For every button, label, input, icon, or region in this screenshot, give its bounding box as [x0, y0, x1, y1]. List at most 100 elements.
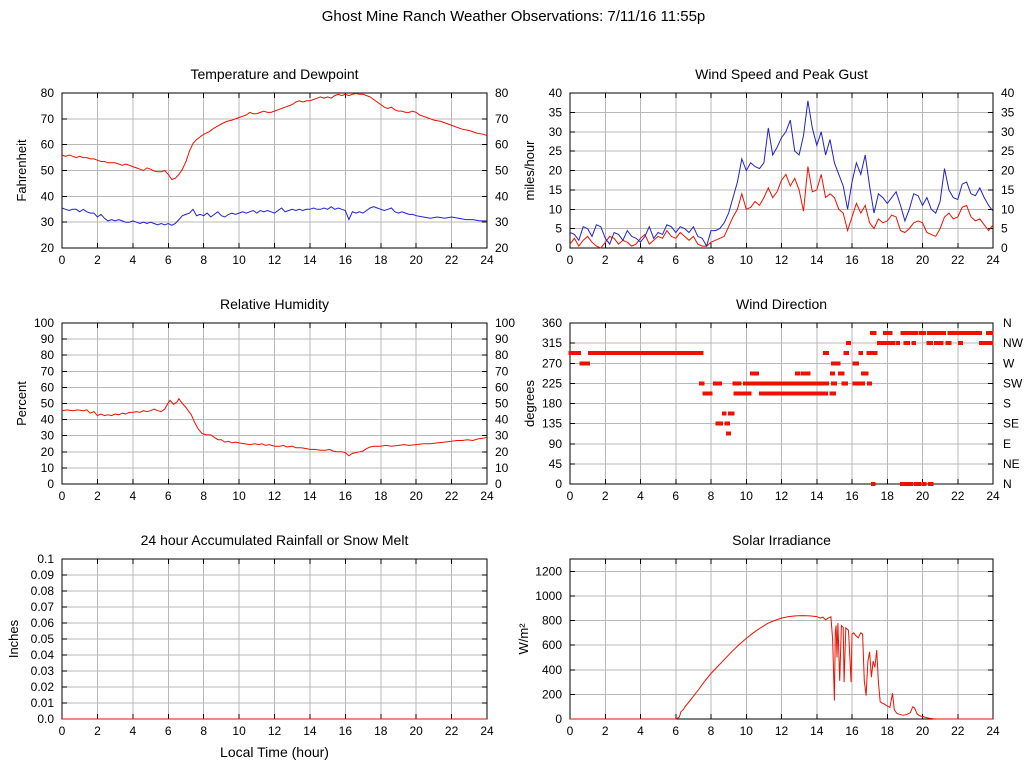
x-tick-label: 22: [951, 489, 965, 503]
scatter-mark: [870, 351, 878, 356]
x-tick-label: 20: [409, 489, 423, 503]
compass-label: S: [1003, 397, 1011, 411]
y-tick-label-right: 80: [495, 348, 509, 362]
compass-label: E: [1003, 437, 1011, 451]
y-tick-label-right: 35: [1001, 105, 1015, 119]
series-temperature-line: [61, 92, 488, 181]
y-tick-label-right: 40: [495, 189, 509, 203]
y-axis-label: miles/hour: [522, 140, 537, 201]
y-tick-label: 100: [34, 316, 54, 330]
y-tick-label: 0.04: [31, 648, 55, 662]
scatter-mark: [568, 351, 582, 356]
y-axis-label: Fahrenheit: [14, 139, 29, 202]
scatter-mark: [830, 371, 835, 376]
scatter-mark: [742, 391, 752, 396]
x-tick-label: 12: [268, 253, 282, 267]
x-tick-label: 24: [986, 253, 1000, 267]
x-tick-label: 4: [637, 724, 644, 738]
x-tick-label: 6: [165, 489, 172, 503]
x-tick-label: 8: [200, 253, 207, 267]
x-tick-label: 2: [602, 489, 609, 503]
scatter-mark: [724, 421, 731, 426]
x-tick-label: 24: [480, 724, 494, 738]
y-tick-label: 360: [542, 316, 562, 330]
scatter-mark: [986, 331, 994, 336]
scatter-mark: [906, 482, 914, 486]
y-tick-label: 50: [41, 397, 55, 411]
x-tick-label: 12: [268, 724, 282, 738]
y-axis-label: Percent: [14, 381, 29, 426]
page-title: Ghost Mine Ranch Weather Observations: 7…: [321, 8, 706, 25]
x-tick-label: 18: [881, 489, 895, 503]
x-tick-label: 12: [775, 489, 789, 503]
y-axis-label: W/m²: [516, 623, 531, 655]
y-tick-label: 0.05: [31, 632, 55, 646]
x-tick-label: 8: [708, 253, 715, 267]
chart-title: Wind Speed and Peak Gust: [695, 66, 868, 82]
scatter-mark: [870, 482, 876, 486]
scatter-mark: [750, 371, 755, 376]
scatter-mark: [765, 391, 785, 396]
x-tick-label: 22: [445, 724, 459, 738]
y-tick-label-right: 50: [495, 397, 509, 411]
y-tick-label: 35: [549, 105, 563, 119]
scatter-mark: [852, 361, 859, 366]
y-tick-label: 0.01: [31, 696, 55, 710]
x-tick-label: 16: [845, 724, 859, 738]
y-tick-label: 270: [542, 356, 562, 370]
y-tick-label-right: 20: [1001, 164, 1015, 178]
y-tick-label-right: 20: [495, 445, 509, 459]
scatter-mark: [829, 391, 836, 396]
scatter-mark: [841, 381, 849, 386]
y-tick-label-right: 80: [495, 86, 509, 100]
scatter-mark: [861, 371, 869, 376]
x-tick-label: 12: [268, 489, 282, 503]
y-tick-label: 1000: [535, 589, 562, 603]
compass-label: W: [1003, 356, 1015, 370]
x-tick-label: 16: [845, 253, 859, 267]
x-tick-label: 22: [951, 253, 965, 267]
x-tick-label: 10: [232, 489, 246, 503]
y-axis-label: degrees: [522, 380, 537, 427]
scatter-mark: [921, 482, 927, 486]
y-tick-label-right: 60: [495, 380, 509, 394]
x-tick-label: 14: [303, 253, 317, 267]
x-tick-label: 14: [303, 489, 317, 503]
x-tick-label: 0: [567, 724, 574, 738]
scatter-mark: [964, 331, 983, 336]
x-tick-label: 12: [775, 253, 789, 267]
scatter-mark: [860, 381, 865, 386]
x-tick-label: 16: [339, 724, 353, 738]
x-tick-label: 10: [232, 253, 246, 267]
x-tick-label: 2: [94, 489, 101, 503]
x-tick-label: 14: [303, 724, 317, 738]
scatter-mark: [835, 361, 841, 366]
x-tick-label: 20: [916, 724, 930, 738]
plot-border: [61, 92, 488, 249]
compass-label: NE: [1003, 457, 1020, 471]
y-tick-label: 15: [549, 183, 563, 197]
grid: [570, 559, 993, 719]
y-tick-label: 315: [542, 336, 562, 350]
y-tick-label-right: 90: [495, 332, 509, 346]
y-tick-label: 20: [41, 445, 55, 459]
y-tick-label: 30: [549, 125, 563, 139]
x-tick-label: 10: [740, 253, 754, 267]
y-axis-label: Inches: [6, 619, 21, 658]
scatter-mark: [831, 381, 837, 386]
y-tick-label: 0.0: [37, 712, 54, 726]
compass-label: NW: [1003, 336, 1024, 350]
y-tick-label: 1200: [535, 564, 562, 578]
scatter-mark: [783, 391, 793, 396]
y-tick-label: 0.02: [31, 680, 55, 694]
y-tick-label-right: 5: [1001, 222, 1008, 236]
chart-title: 24 hour Accumulated Rainfall or Snow Mel…: [141, 532, 409, 548]
x-tick-label: 24: [986, 489, 1000, 503]
y-tick-label-right: 0: [495, 477, 502, 491]
x-tick-label: 18: [881, 724, 895, 738]
x-tick-label: 10: [232, 724, 246, 738]
x-tick-label: 22: [445, 489, 459, 503]
y-tick-label: 60: [41, 138, 55, 152]
x-tick-label: 22: [445, 253, 459, 267]
